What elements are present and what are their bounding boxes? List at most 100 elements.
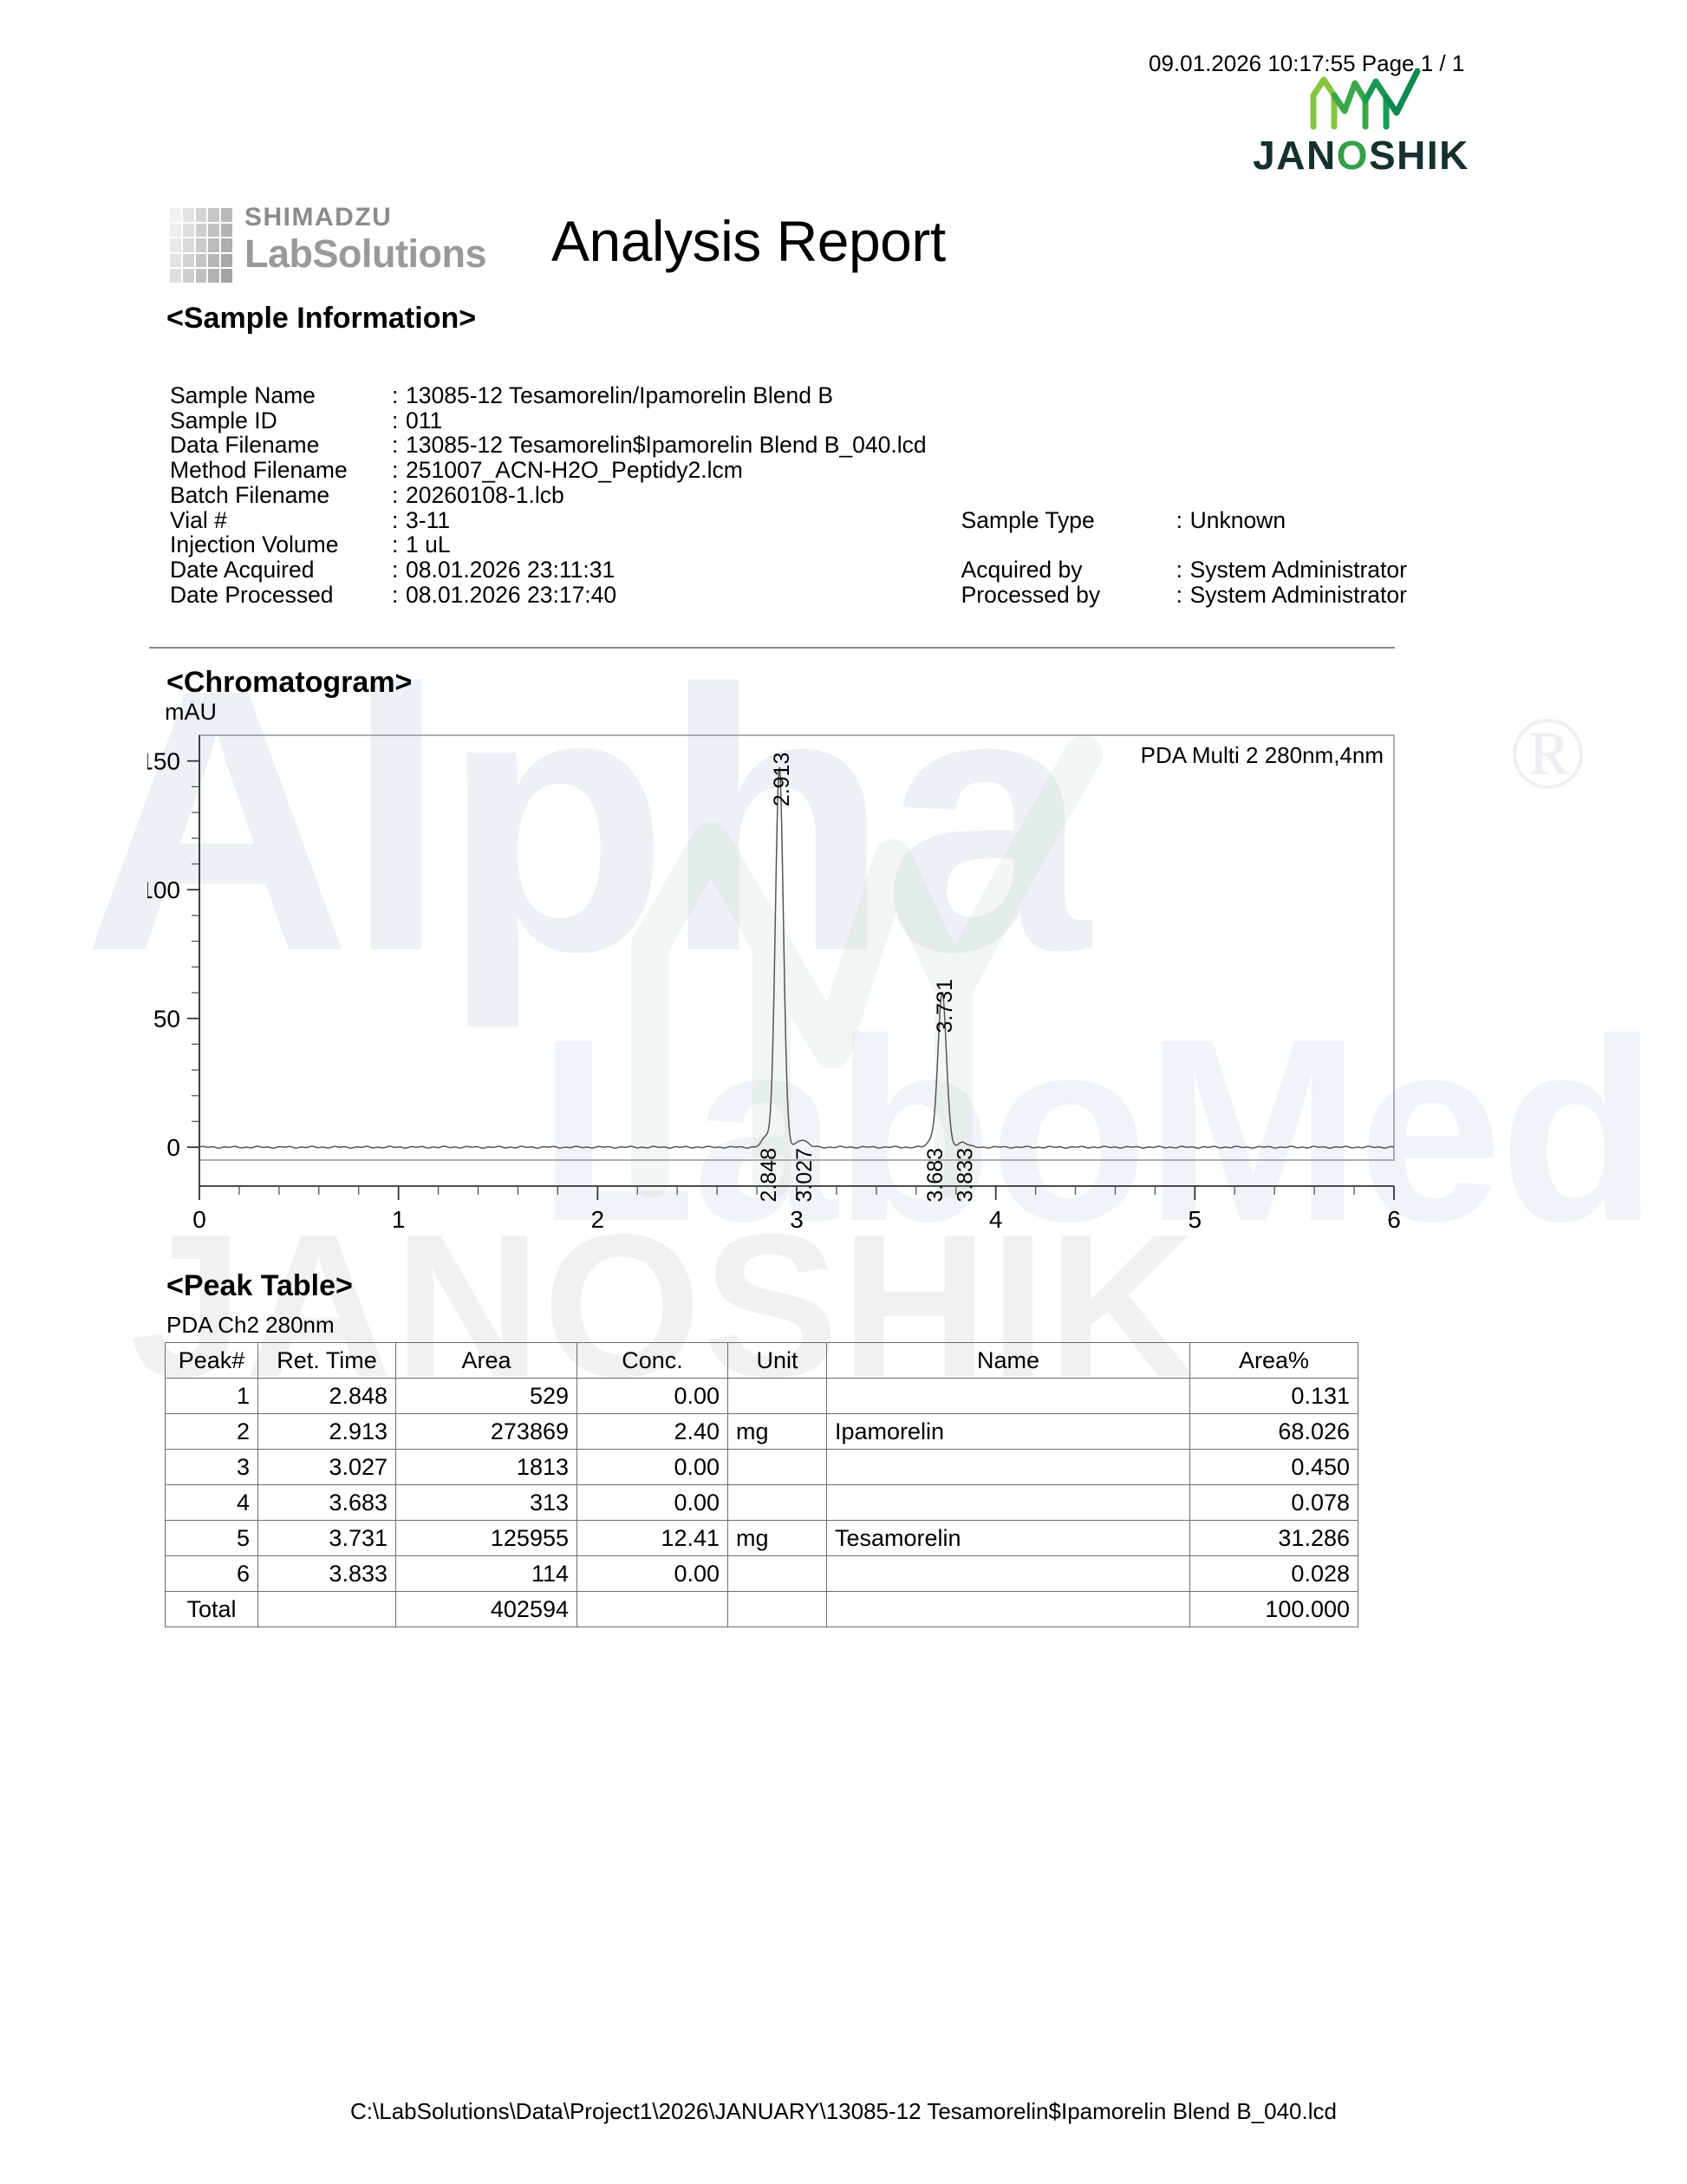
info-value: 251007_ACN-H2O_Peptidy2.lcm	[406, 457, 743, 484]
sample-information-heading: <Sample Information>	[166, 302, 477, 335]
info-value: 08.01.2026 23:17:40	[406, 581, 617, 608]
cell-name	[826, 1449, 1190, 1485]
cell-area-pct: 0.450	[1189, 1449, 1358, 1485]
peak-table-header-row: Peak# Ret. Time Area Conc. Unit Name Are…	[165, 1342, 1358, 1379]
svg-text:0: 0	[192, 1206, 206, 1231]
cell-ret-time: 2.913	[257, 1413, 396, 1450]
info-row: Sample Name : 13085-12 Tesamorelin/Ipamo…	[170, 383, 1407, 408]
info-colon-secondary: :	[1176, 506, 1182, 533]
info-colon: :	[392, 506, 399, 533]
info-colon-secondary	[1176, 458, 1190, 483]
cell-total-label: Total	[165, 1591, 258, 1627]
column-header-conc: Conc.	[576, 1342, 728, 1379]
shimadzu-product-name: LabSolutions	[244, 231, 487, 276]
cell-ret-time: 2.848	[257, 1378, 396, 1414]
column-header-name: Name	[826, 1342, 1190, 1379]
column-header-unit: Unit	[727, 1342, 827, 1379]
svg-text:50: 50	[153, 1006, 180, 1033]
cell-unit	[727, 1378, 827, 1414]
info-colon-secondary: :	[1176, 556, 1182, 583]
janoshik-logo: JANOSHIK	[1240, 68, 1482, 180]
cell-area: 114	[395, 1555, 577, 1592]
cell-conc: 0.00	[576, 1484, 728, 1521]
info-colon-secondary	[1176, 433, 1190, 458]
chromatogram-chart: PDA Multi 2 280nm,4nm0501001500123456min…	[147, 720, 1404, 1231]
column-header-ret-time: Ret. Time	[257, 1342, 396, 1379]
info-value-secondary	[1190, 458, 1407, 483]
info-label: Vial #	[170, 506, 227, 533]
info-label-secondary	[961, 433, 1176, 458]
cell-unit	[727, 1484, 827, 1521]
table-row: 2 2.913 273869 2.40 mg Ipamorelin 68.026	[165, 1413, 1358, 1450]
shimadzu-vendor-name: SHIMADZU	[244, 203, 393, 231]
column-header-area: Area	[395, 1342, 577, 1379]
info-row: Method Filename : 251007_ACN-H2O_Peptidy…	[170, 458, 1407, 483]
cell-name	[826, 1555, 1190, 1592]
info-label-secondary: Sample Type	[961, 506, 1095, 533]
info-label: Data Filename	[170, 432, 320, 459]
info-row: Injection Volume : 1 uL	[170, 532, 1407, 557]
cell-area-pct: 0.131	[1189, 1378, 1358, 1414]
cell-ret-time: 3.027	[257, 1449, 396, 1485]
info-row: Sample ID : 011	[170, 408, 1407, 434]
cell-area: 273869	[395, 1413, 577, 1450]
peak-label-3.731: 3.731	[933, 979, 957, 1033]
column-header-area-pct: Area%	[1189, 1342, 1358, 1379]
cell-area: 1813	[395, 1449, 577, 1485]
info-colon-secondary	[1176, 532, 1190, 557]
info-value: 08.01.2026 23:11:31	[406, 556, 616, 583]
table-row: 3 3.027 1813 0.00 0.450	[165, 1449, 1358, 1485]
cell-conc: 12.41	[576, 1520, 728, 1556]
chromatogram-heading: <Chromatogram>	[166, 666, 413, 699]
info-colon-secondary: :	[1176, 581, 1182, 608]
cell-total-unit	[727, 1591, 827, 1627]
info-row: Vial # : 3-11 Sample Type : Unknown	[170, 506, 1407, 533]
info-colon: :	[392, 481, 399, 508]
cell-total-conc	[576, 1591, 728, 1627]
svg-text:PDA Multi 2 280nm,4nm: PDA Multi 2 280nm,4nm	[1141, 742, 1384, 768]
info-label: Injection Volume	[170, 531, 339, 558]
page-title: Analysis Report	[551, 209, 946, 273]
info-colon-secondary	[1176, 408, 1190, 434]
info-value: 13085-12 Tesamorelin$Ipamorelin Blend B_…	[406, 432, 927, 459]
chromatogram-y-unit-label: mAU	[165, 699, 217, 725]
janoshik-word-part-2: O	[1336, 133, 1369, 178]
info-row: Date Processed : 08.01.2026 23:17:40 Pro…	[170, 581, 1407, 608]
info-value-secondary	[1190, 483, 1407, 508]
janoshik-word-part-1: JAN	[1253, 133, 1337, 178]
chromatogram-svg: PDA Multi 2 280nm,4nm0501001500123456min…	[147, 734, 1401, 1231]
info-label-secondary	[961, 532, 1176, 557]
info-colon-secondary	[1176, 383, 1190, 408]
info-value-secondary: System Administrator	[1189, 581, 1407, 608]
svg-text:3: 3	[790, 1206, 804, 1231]
cell-peak: 3	[165, 1449, 258, 1485]
peak-label-2.913: 2.913	[770, 753, 794, 807]
info-value: 3-11	[406, 506, 451, 533]
svg-text:100: 100	[147, 877, 180, 903]
cell-peak: 5	[165, 1520, 258, 1556]
header-timestamp: 09.01.2026 10:17:55	[1149, 50, 1356, 76]
cell-peak: 2	[165, 1413, 258, 1450]
svg-text:4: 4	[989, 1206, 1003, 1231]
info-value: 20260108-1.lcb	[406, 481, 564, 508]
cell-total-area-pct: 100.000	[1189, 1591, 1358, 1627]
info-label: Date Acquired	[170, 556, 315, 583]
cell-conc: 2.40	[576, 1413, 728, 1450]
svg-text:0: 0	[166, 1134, 180, 1161]
cell-area-pct: 0.028	[1189, 1555, 1358, 1592]
header-stamp: 09.01.2026 10:17:55 Page 1 / 1	[1149, 50, 1464, 77]
info-value-secondary	[1190, 433, 1407, 458]
svg-text:2: 2	[591, 1206, 605, 1231]
sample-information-table: Sample Name : 13085-12 Tesamorelin/Ipamo…	[170, 383, 1407, 607]
info-value-secondary: System Administrator	[1189, 556, 1407, 583]
cell-peak: 6	[165, 1555, 258, 1592]
info-label: Method Filename	[170, 457, 348, 484]
info-colon-secondary	[1176, 483, 1190, 508]
header-page-indicator: Page 1 / 1	[1361, 50, 1465, 76]
cell-name: Tesamorelin	[826, 1520, 1190, 1556]
cell-conc: 0.00	[576, 1449, 728, 1485]
cell-ret-time: 3.683	[257, 1484, 396, 1521]
info-label-secondary: Processed by	[961, 581, 1101, 608]
svg-text:150: 150	[147, 748, 180, 775]
peak-label-3.833: 3.833	[953, 1148, 977, 1203]
